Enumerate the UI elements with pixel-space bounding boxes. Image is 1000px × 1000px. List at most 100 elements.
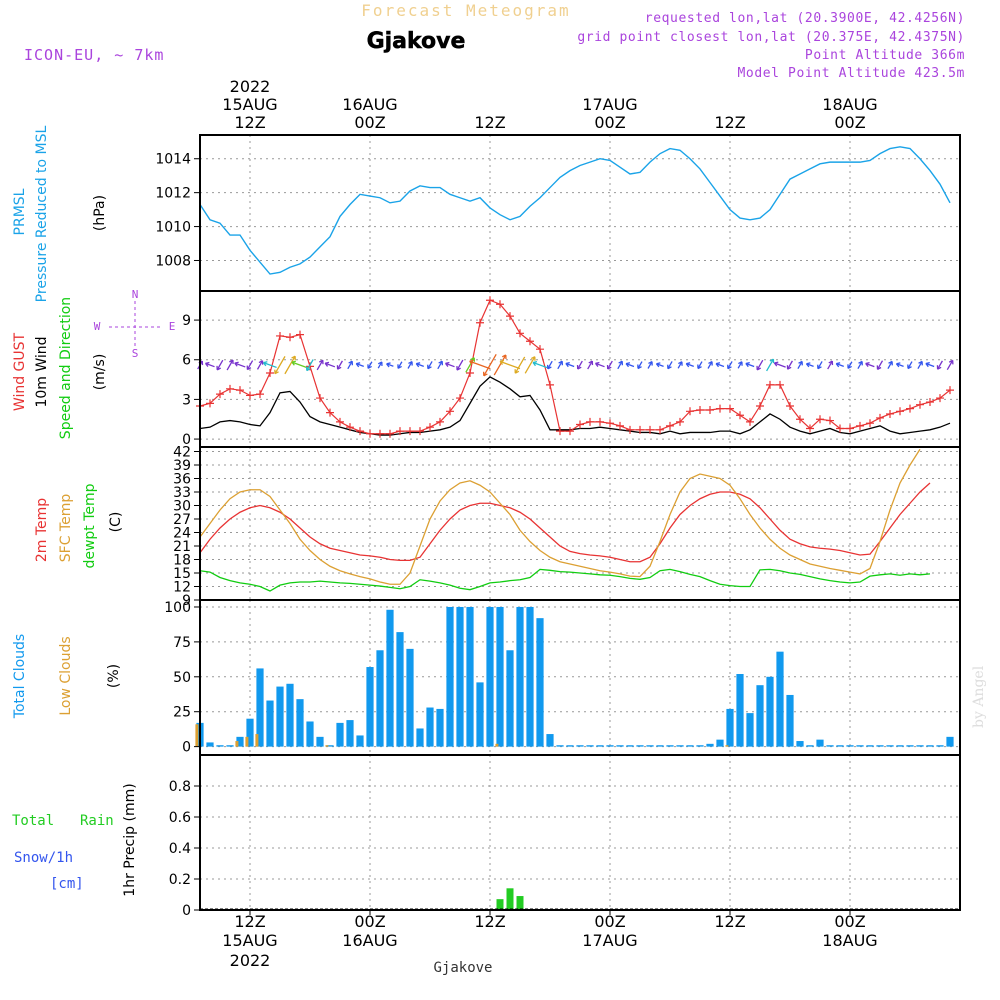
wind-arrow [865,362,875,368]
wind-arrow-head [469,359,474,365]
total-cloud-bar [246,718,254,747]
total-cloud-bar [376,650,384,747]
wind-gust-point [676,417,684,426]
compass-n: N [132,288,139,301]
wind-arrow-head [606,364,612,370]
wind-arrow [896,363,904,367]
wind-arrow [787,360,793,370]
wind-gust-point [366,429,374,438]
wind-arrow [205,362,215,368]
low-cloud-bar [325,745,329,747]
wind-gust-point [496,300,504,309]
total-cloud-bar [676,745,684,747]
wind-arrow [324,362,336,368]
wind-gust-line [199,299,951,435]
ytick-label-temperature: 18 [173,553,191,569]
ytick-label-wind: 9 [182,313,191,329]
temp-label-2m: 2m Temp [34,498,50,562]
wind-arrow-head [216,365,222,371]
total-cloud-bar [466,606,474,747]
wind-arrow [565,362,575,368]
rain-bar [516,896,524,910]
wind-arrow [407,361,413,369]
wind-arrow [524,356,536,374]
total-cloud-bar [786,694,794,747]
cloud-label-unit: (%) [106,664,122,688]
ytick-label-clouds: 100 [164,600,191,616]
wind-arrow [745,362,755,368]
wind-10m-line [199,376,951,436]
wind-arrow [637,361,643,369]
wind-arrow [836,363,844,368]
wind-gust-point [636,425,644,434]
watermark: by Angel [971,665,987,728]
total-cloud-bar [846,745,854,747]
panel-frame-temperature [199,446,961,601]
ytick-label-pressure: 1012 [155,186,191,202]
wind-arrow [397,361,403,369]
top-hour-label: 00Z [594,113,625,132]
wind-arrow-head [907,364,912,370]
total-cloud-bar [336,722,344,747]
wind-gust-point [466,368,474,377]
wind-arrow-head [738,361,743,366]
wind-gust-point [586,417,594,426]
wind-gust-point [616,421,624,430]
t2m-line [199,482,931,563]
wind-arrow [437,360,443,370]
total-cloud-bar [856,745,864,747]
ytick-label-temperature: 15 [173,566,191,582]
low-cloud-bar [495,743,499,747]
wind-gust-point [426,423,434,432]
precip-label-snow: Snow/1h [14,850,73,866]
wind-gust-point [396,427,404,436]
pressure-label-desc: Pressure Reduced to MSL [34,125,50,302]
wind-arrow-head [847,364,852,369]
wind-arrow [274,356,286,375]
wind-arrow-head [348,360,354,366]
wind-arrow [686,363,694,368]
total-cloud-bar [736,674,744,747]
total-cloud-bar [386,609,394,747]
top-year-label: 2022 [230,77,271,96]
panel-frame-clouds [199,599,961,756]
wind-arrow [291,361,309,369]
wind-arrow-head [798,360,803,366]
wind-arrow-head [291,355,296,361]
top-hour-label: 12Z [474,113,505,132]
total-cloud-bar [566,745,574,747]
total-cloud-bar [806,745,814,747]
wind-gust-point [746,417,754,426]
wind-arrow [677,361,683,369]
wind-arrow-head [888,360,893,366]
total-cloud-bar [596,745,604,747]
total-cloud-bar [616,745,624,747]
top-date-label: 18AUG [822,95,877,114]
wind-gust-point [866,419,874,428]
top-date-label: 16AUG [342,95,397,114]
temp-label-dewpt: dewpt Temp [82,483,98,568]
total-cloud-bar [906,745,914,747]
wind-arrow [356,363,364,368]
wind-gust-point [226,384,234,393]
wind-gust-point [576,420,584,429]
wind-gust-point [656,425,664,434]
precip-label-total: Total [12,813,54,829]
total-cloud-bar [296,699,304,747]
model-label: ICON-EU, ~ 7km [24,46,164,64]
wind-arrow-head [336,365,342,370]
wind-arrow-head [355,362,361,368]
total-cloud-bar [796,741,804,747]
total-cloud-bar [326,745,334,747]
wind-arrow [667,361,673,369]
wind-arrow [827,360,833,370]
total-cloud-bar [406,648,414,747]
wind-arrow-head [588,360,594,366]
wind-arrow [656,363,664,367]
wind-arrow-head [637,364,642,370]
wind-arrow-head [655,362,661,368]
compass-rose: N S W E [94,288,176,360]
total-cloud-bar [276,686,284,747]
wind-arrow-head [756,365,762,371]
wind-gust-point [906,404,914,413]
